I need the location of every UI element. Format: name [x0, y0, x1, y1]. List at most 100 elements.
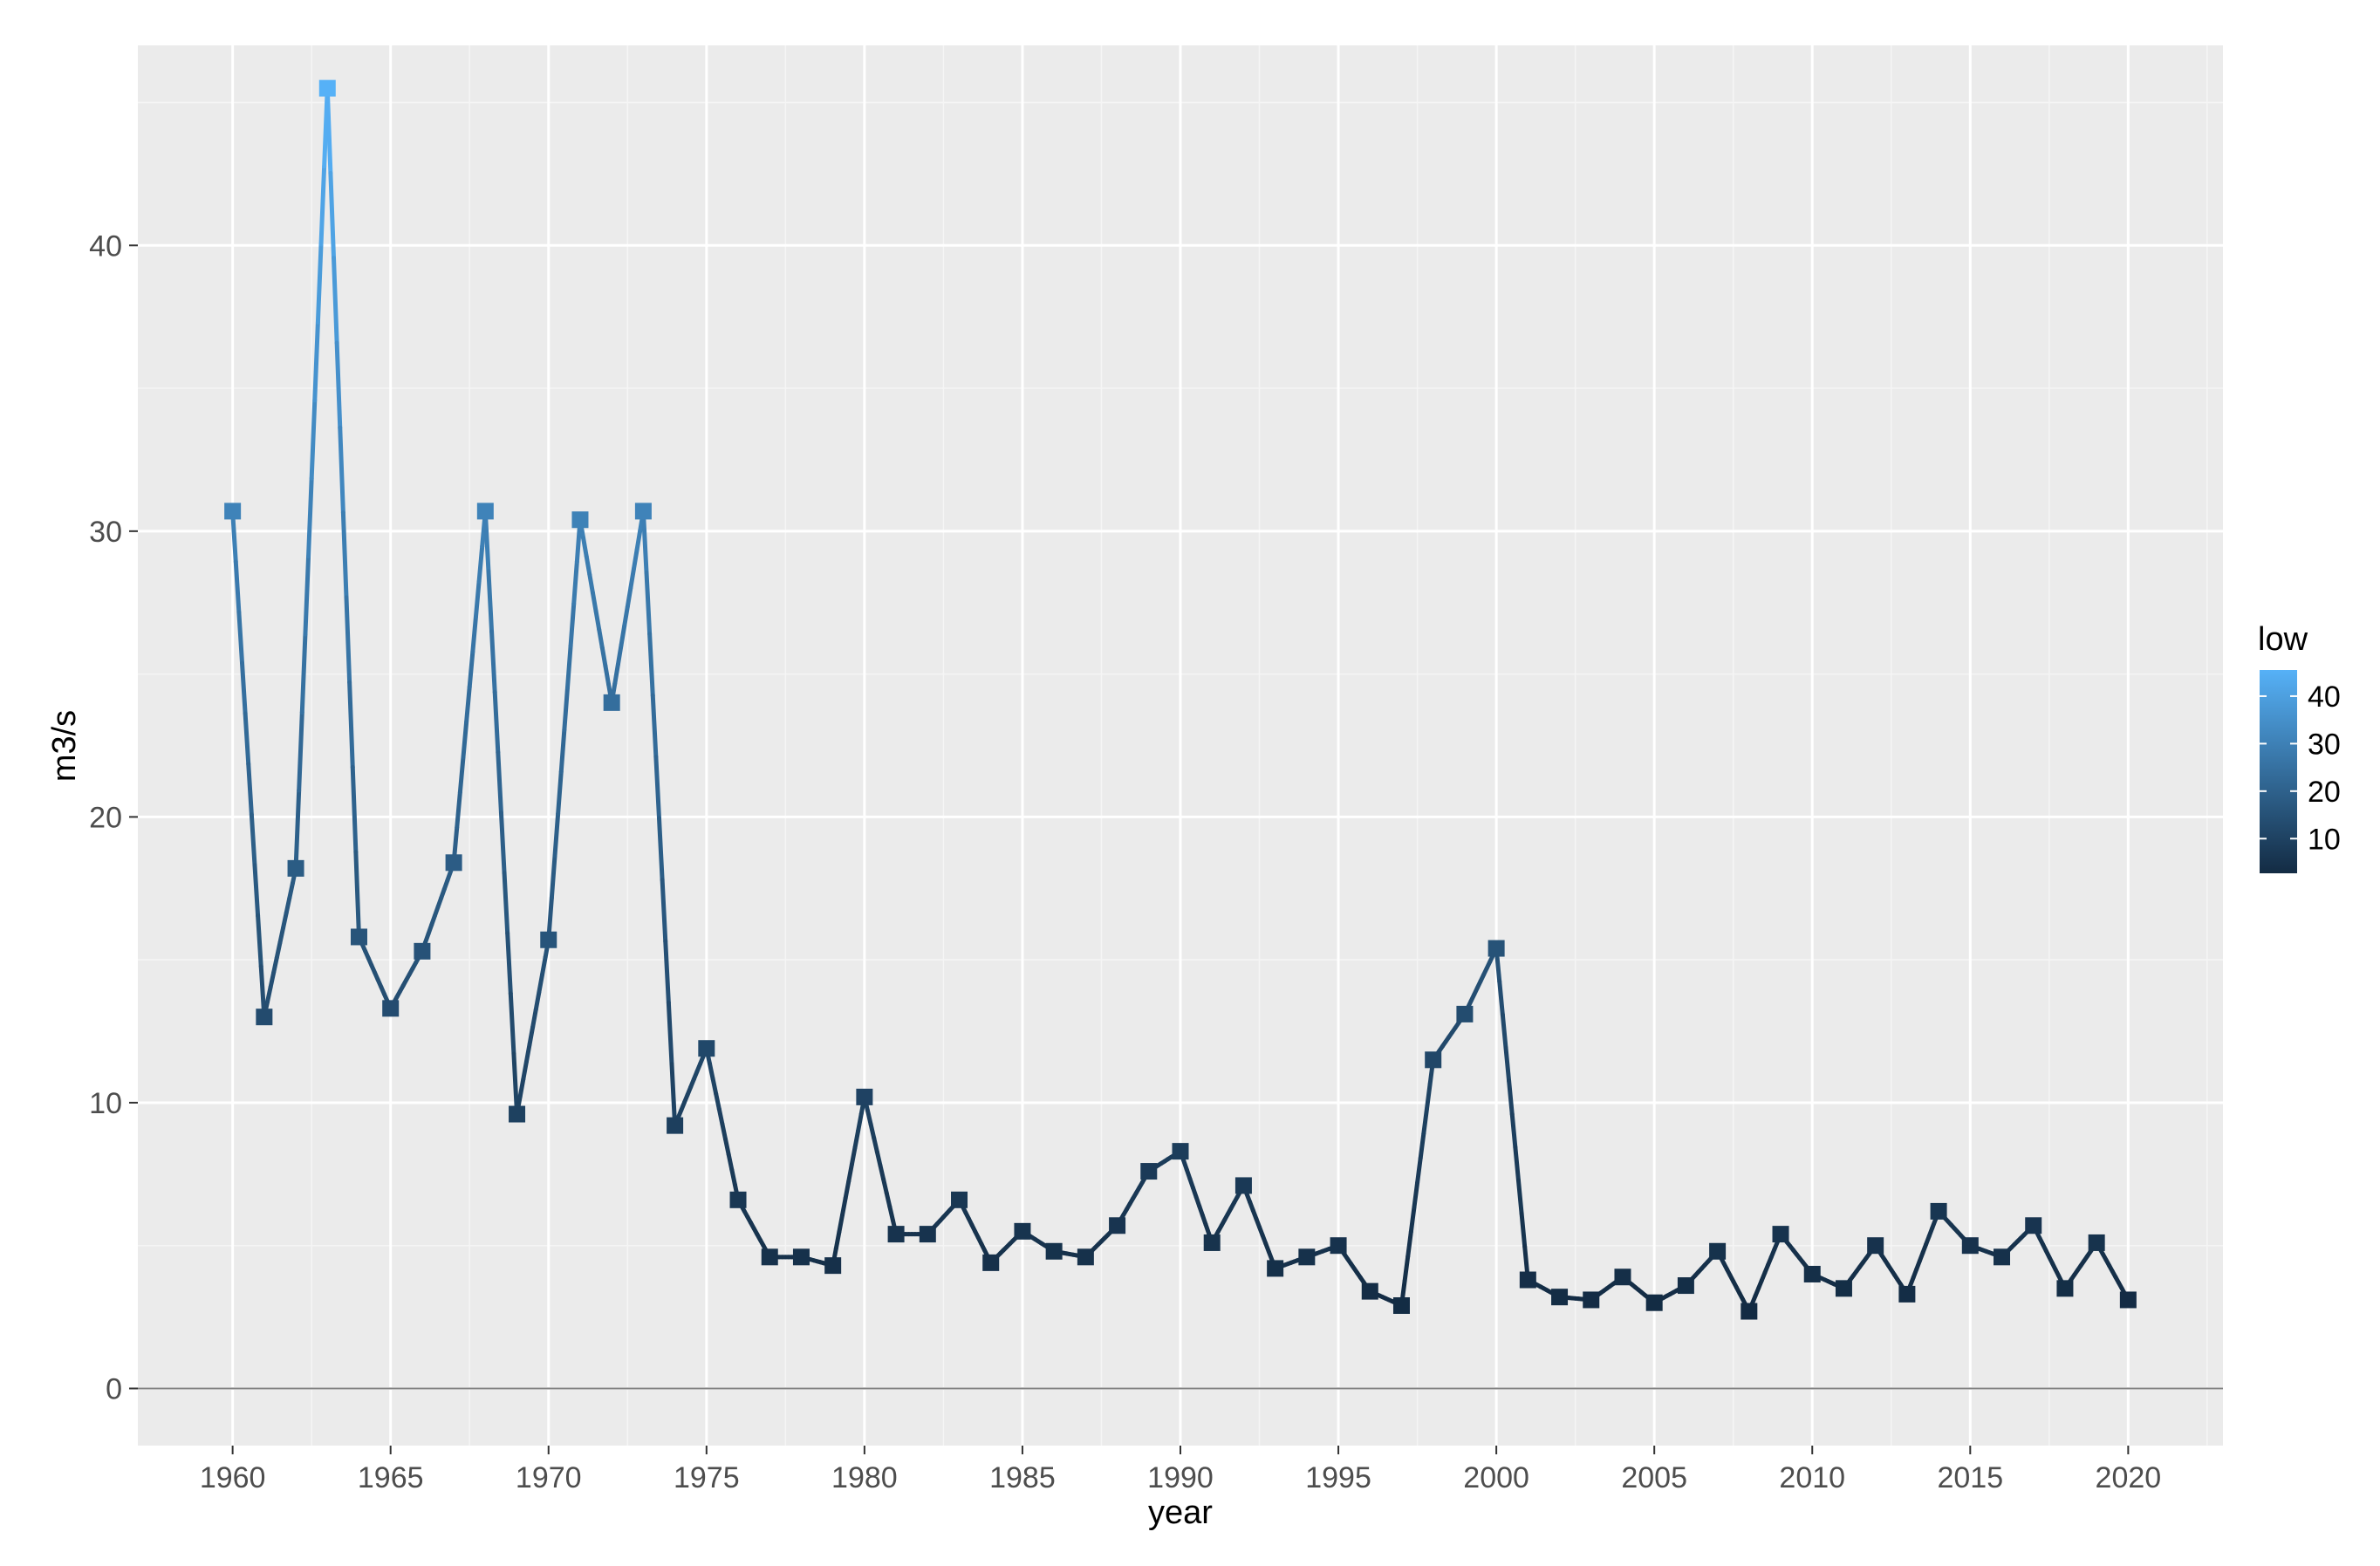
series-line-segment	[274, 940, 283, 961]
series-line-segment	[476, 544, 485, 584]
series-line-segment	[293, 788, 302, 871]
data-point	[1330, 1237, 1347, 1255]
series-line-segment	[590, 591, 598, 614]
legend-label: 30	[2308, 728, 2341, 761]
series-line-segment	[1415, 1155, 1423, 1186]
grid-lines	[138, 45, 2223, 1446]
series-line-segment	[843, 1179, 851, 1200]
y-tick-label: 0	[106, 1372, 122, 1405]
data-point	[761, 1248, 778, 1266]
series-line-segment	[666, 1000, 674, 1067]
data-point	[2056, 1280, 2074, 1297]
data-point	[1994, 1248, 2011, 1266]
data-point	[1519, 1271, 1536, 1289]
data-point	[1077, 1248, 1094, 1266]
data-point	[1172, 1143, 1189, 1160]
series-line-segment	[874, 1149, 883, 1168]
series-line-segment	[846, 1162, 854, 1184]
series-line-segment	[455, 790, 462, 831]
series-line-segment	[281, 910, 289, 930]
series-line-segment	[344, 595, 352, 685]
series-line-segment	[523, 1042, 532, 1064]
series-line-segment	[249, 812, 257, 868]
series-line-segment	[277, 925, 286, 946]
legend-title: low	[2258, 621, 2308, 658]
series-line-segment	[852, 1128, 861, 1150]
series-line-segment	[1418, 1131, 1426, 1160]
series-line-segment	[619, 624, 627, 648]
legend-colorbar	[2260, 670, 2297, 873]
data-point	[1203, 1234, 1221, 1251]
series-line-segment	[1497, 979, 1505, 1017]
data-point	[1234, 1177, 1252, 1194]
series-line-segment	[612, 661, 620, 686]
data-point	[382, 1000, 400, 1017]
series-line-segment	[865, 1108, 873, 1127]
series-line-segment	[632, 547, 639, 571]
data-point	[2088, 1234, 2105, 1251]
series-line-segment	[284, 895, 292, 915]
series-line-segment	[833, 1229, 842, 1251]
x-tick-label: 1960	[200, 1461, 266, 1494]
series-line-segment	[587, 572, 595, 596]
data-point	[1425, 1051, 1442, 1069]
series-line-segment	[562, 685, 570, 732]
series-line-segment	[287, 880, 295, 900]
x-tick-label: 1990	[1147, 1461, 1214, 1494]
data-point	[1392, 1297, 1410, 1314]
series-line-segment	[669, 1062, 678, 1128]
legend-label: 20	[2308, 776, 2341, 809]
series-line-segment	[521, 1059, 529, 1082]
series-line-segment	[549, 853, 557, 900]
series-line-segment	[856, 1111, 864, 1133]
x-tick-label: 2000	[1463, 1461, 1529, 1494]
series-line-segment	[315, 242, 324, 325]
data-point	[1614, 1269, 1631, 1286]
series-line-segment	[340, 510, 349, 600]
series-line-segment	[710, 1076, 719, 1097]
data-point	[1267, 1260, 1284, 1277]
x-tick-label: 1980	[831, 1461, 898, 1494]
data-point	[350, 928, 367, 946]
series-line-segment	[230, 509, 238, 564]
series-line-segment	[492, 689, 501, 755]
data-point	[1741, 1303, 1758, 1320]
data-point	[982, 1254, 1000, 1271]
series-line-segment	[482, 509, 491, 574]
series-line-segment	[533, 989, 542, 1012]
data-point	[1045, 1242, 1063, 1260]
series-line-segment	[597, 627, 605, 650]
series-line-segment	[726, 1152, 735, 1173]
series-line-segment	[457, 755, 466, 795]
series-line-segment	[299, 632, 308, 715]
series-line-segment	[508, 991, 516, 1057]
data-point	[856, 1088, 873, 1105]
series-line-segment	[537, 972, 545, 995]
data-point	[256, 1009, 273, 1026]
legend-ticks: 10 20 30 40	[2260, 680, 2341, 856]
series-line-segment	[564, 643, 573, 690]
data-series	[138, 79, 2223, 1390]
data-point	[2119, 1291, 2137, 1309]
series-line-segment	[581, 536, 589, 559]
series-line-segment	[881, 1177, 889, 1195]
series-line-segment	[527, 1024, 536, 1047]
series-line-segment	[1519, 1211, 1528, 1249]
data-point	[887, 1226, 905, 1243]
series-line-segment	[1412, 1180, 1420, 1210]
series-line-segment	[473, 578, 482, 619]
series-line-segment	[714, 1091, 722, 1111]
data-point	[571, 511, 589, 529]
data-point	[224, 503, 242, 520]
data-point	[1014, 1222, 1031, 1240]
series-line-segment	[325, 85, 333, 175]
series-line-segment	[540, 954, 548, 977]
series-line-segment	[236, 610, 244, 666]
series-line-segment	[243, 711, 251, 767]
series-line-segment	[1405, 1229, 1413, 1259]
x-axis-title: year	[1148, 1494, 1213, 1531]
data-point	[1803, 1265, 1821, 1282]
y-axis-title: m3/s	[46, 710, 83, 782]
series-line-segment	[246, 762, 254, 817]
